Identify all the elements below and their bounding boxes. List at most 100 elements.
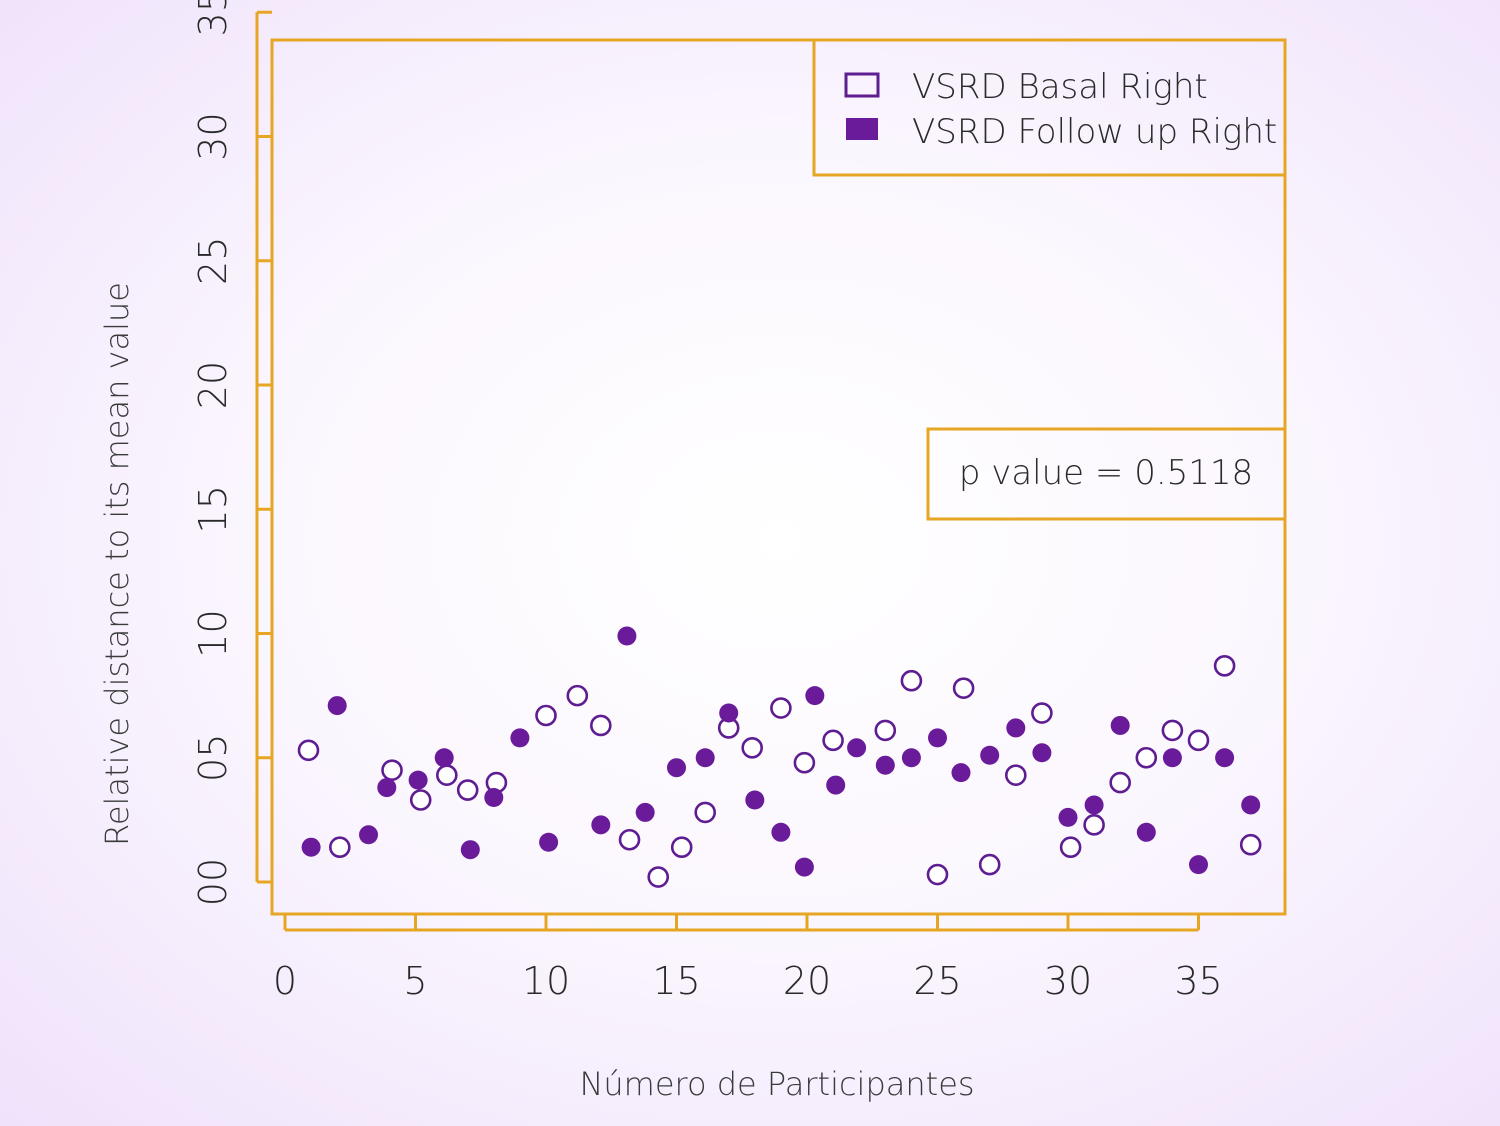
y-axis-title: Relative distance to its mean value <box>98 282 136 846</box>
basal-point <box>694 801 717 824</box>
follow-up-point <box>719 703 739 723</box>
x-tick-label: 10 <box>522 959 570 1003</box>
basal-point <box>297 739 320 762</box>
basal-point <box>1083 814 1105 836</box>
follow-up-point <box>1189 855 1208 875</box>
follow-up-point <box>901 748 921 768</box>
follow-up-point <box>434 748 454 768</box>
follow-up-point <box>591 815 611 835</box>
basal-point <box>952 677 975 699</box>
basal-point <box>329 836 351 859</box>
follow-up-point <box>951 763 971 783</box>
basal-point <box>1213 655 1236 677</box>
legend-label-basal: VSRD Basal Right <box>912 67 1208 107</box>
follow-up-point <box>510 728 530 748</box>
basal-point <box>1239 833 1262 856</box>
p-value-text: p value = 0.5118 <box>959 453 1253 493</box>
follow-up-point <box>539 832 559 852</box>
basal-point <box>1109 771 1131 794</box>
basal-point <box>381 759 403 781</box>
follow-up-point <box>1006 718 1026 738</box>
y-tick-label: 25 <box>191 237 235 285</box>
basal-point <box>456 779 479 801</box>
y-tick-label: 20 <box>191 361 235 409</box>
follow-up-point <box>928 728 947 748</box>
follow-up-point <box>484 788 504 808</box>
follow-up-point <box>1162 748 1182 768</box>
basal-point <box>647 866 670 888</box>
p-value-frame <box>926 427 1287 521</box>
basal-point <box>1031 702 1053 724</box>
follow-up-point <box>1136 822 1156 842</box>
data-points <box>297 626 1262 888</box>
legend-label-follow-up: VSRD Follow up Right <box>912 112 1277 152</box>
follow-up-point <box>771 822 791 842</box>
follow-up-point <box>460 840 480 860</box>
basal-point <box>590 714 612 737</box>
basal-point <box>1187 729 1210 752</box>
follow-up-point <box>745 790 765 810</box>
basal-point <box>1135 746 1158 769</box>
x-tick-label: 20 <box>783 959 831 1003</box>
basal-point <box>1161 719 1184 742</box>
follow-up-point <box>408 770 428 790</box>
basal-point <box>793 751 816 774</box>
y-tick-label: 30 <box>191 112 235 160</box>
legend-swatch-filled-icon <box>846 118 878 140</box>
basal-point <box>874 719 897 742</box>
y-tick-label: 05 <box>191 734 235 782</box>
basal-point <box>770 697 792 719</box>
basal-point <box>618 828 641 851</box>
x-tick-label: 30 <box>1044 959 1092 1003</box>
x-tick-label: 35 <box>1174 959 1222 1003</box>
basal-point <box>900 669 923 692</box>
x-tick-label: 15 <box>652 959 700 1003</box>
follow-up-point <box>794 857 814 877</box>
basal-point <box>409 789 432 811</box>
follow-up-point <box>1241 795 1261 815</box>
follow-up-point <box>1058 807 1078 827</box>
basal-point <box>670 836 693 859</box>
follow-up-point <box>667 758 686 778</box>
follow-up-point <box>1084 795 1104 815</box>
y-tick-label: 15 <box>191 485 235 533</box>
x-axis: 0 5 10 15 20 25 30 35 <box>273 914 1223 1003</box>
x-tick-label: 0 <box>273 959 297 1003</box>
y-tick-label: 35 <box>191 0 235 36</box>
p-value-box: p value = 0.5118 <box>926 427 1287 521</box>
y-axis: 00 05 10 15 20 25 30 35 <box>191 0 272 906</box>
legend-swatch-open-icon <box>844 72 880 98</box>
x-tick-label: 5 <box>403 959 427 1003</box>
basal-point <box>741 737 763 759</box>
follow-up-point <box>635 802 655 822</box>
basal-point <box>822 729 844 752</box>
follow-up-point <box>301 837 321 857</box>
basal-point <box>1004 764 1027 786</box>
y-tick-label: 00 <box>191 858 235 906</box>
follow-up-point <box>617 626 637 646</box>
follow-up-point <box>1032 743 1052 763</box>
follow-up-point <box>695 748 715 768</box>
follow-up-point <box>1110 715 1130 735</box>
follow-up-point <box>377 778 397 798</box>
legend-box <box>812 38 1287 177</box>
follow-up-point <box>826 775 846 795</box>
follow-up-point <box>1215 748 1235 768</box>
x-tick-label: 25 <box>913 959 961 1003</box>
x-axis-title: Número de Participantes <box>579 1065 974 1103</box>
y-tick-label: 10 <box>191 609 235 657</box>
basal-point <box>436 764 458 786</box>
follow-up-point <box>875 755 895 775</box>
basal-point <box>566 684 589 707</box>
follow-up-point <box>847 738 867 758</box>
legend: VSRD Basal Right VSRD Follow up Right <box>812 38 1287 177</box>
follow-up-point <box>327 696 347 716</box>
basal-point <box>1059 836 1082 859</box>
follow-up-point <box>805 686 825 706</box>
basal-point <box>978 853 1001 876</box>
basal-point <box>535 704 557 727</box>
basal-point <box>926 863 949 886</box>
follow-up-point <box>980 745 1000 765</box>
follow-up-point <box>359 825 379 845</box>
